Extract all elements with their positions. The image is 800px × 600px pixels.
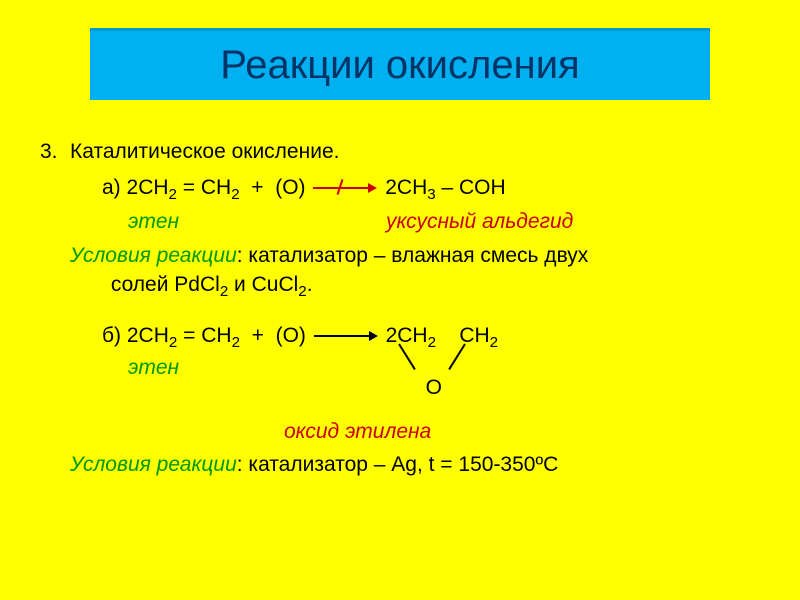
ethylene-oxide-structure: 2CH2 CH2 O [386, 322, 499, 354]
eq-b-product-label: оксид этилена [284, 418, 760, 446]
label-ethene-b: этен [128, 356, 179, 379]
oxide-bond-lines [386, 344, 496, 378]
eq-b-lhs: 2CH2 = CH2 + (O) [127, 324, 312, 347]
title-band: Реакции окисления [90, 28, 710, 100]
equation-a: а) 2CH2 = CH2 + (O) 2CH3 – COH [102, 174, 760, 206]
bond-left [398, 344, 416, 371]
part-b-label: б) [102, 324, 121, 347]
cond-a-prefix: Условия реакции [70, 244, 237, 267]
conditions-b: Условия реакции: катализатор – Ag, t = 1… [70, 451, 760, 479]
conditions-a: Условия реакции: катализатор – влажная с… [70, 242, 760, 302]
label-ethylene-oxide: оксид этилена [284, 420, 431, 443]
cond-b-prefix: Условия реакции [70, 453, 237, 476]
slide-title: Реакции окисления [220, 43, 579, 88]
eq-a-rhs: 2CH3 – COH [385, 176, 505, 199]
oxygen-atom: O [426, 374, 442, 402]
section-label: Каталитическое окисление. [70, 140, 339, 163]
slide-body: 3. Каталитическое окисление. а) 2CH2 = C… [40, 138, 760, 479]
bond-right [448, 344, 466, 371]
label-ethene-a: этен [128, 208, 386, 236]
cond-b-text: : катализатор – Ag, t = 150-350ºC [237, 453, 559, 476]
equation-b: б) 2CH2 = CH2 + (O) 2CH2 CH2 O [102, 322, 760, 354]
eq-a-lhs: 2CH2 = CH2 + (O) [127, 176, 312, 199]
section-number: 3. [40, 138, 58, 166]
part-a-label: а) [102, 176, 121, 199]
label-acetaldehyde: уксусный альдегид [386, 208, 573, 236]
eq-a-labels: этен уксусный альдегид [128, 208, 760, 236]
section-heading: 3. Каталитическое окисление. [40, 138, 760, 166]
